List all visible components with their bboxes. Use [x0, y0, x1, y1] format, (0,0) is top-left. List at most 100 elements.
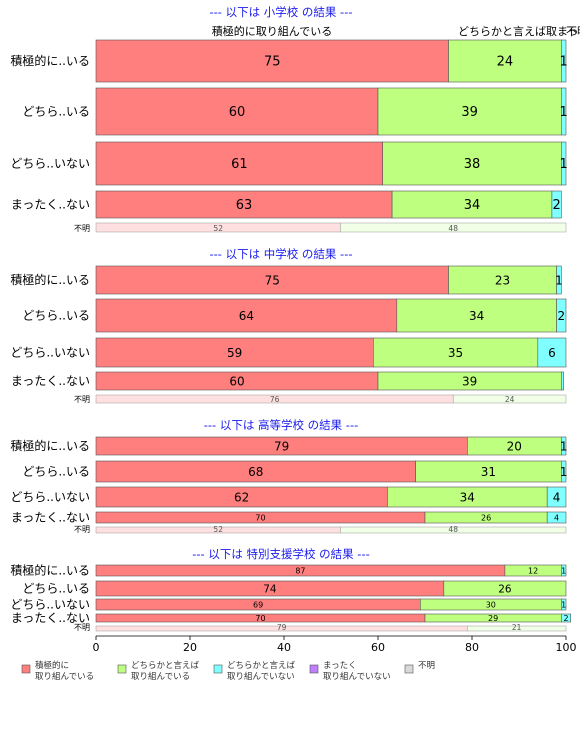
bar-segment	[448, 265, 557, 295]
category-label: どちら..いない	[10, 598, 90, 612]
data-label: 75	[265, 273, 280, 287]
unknown-bar-segment	[452, 394, 567, 404]
data-label: 38	[464, 157, 481, 172]
data-label: 1	[561, 566, 566, 575]
data-label: 26	[481, 513, 491, 522]
data-label: 23	[495, 273, 510, 287]
legend-label: 取り組んでいる	[131, 671, 190, 682]
data-label: 34	[469, 309, 484, 323]
category-label: どちら..いる	[22, 309, 90, 323]
bar-segment	[537, 337, 567, 368]
bar-segment	[560, 460, 567, 483]
data-label: 59	[227, 346, 242, 360]
data-label: 34	[464, 198, 481, 213]
data-label: 29	[488, 614, 498, 623]
unknown-label: 不明	[74, 623, 90, 632]
data-label: 30	[486, 600, 496, 609]
bar-segment	[95, 141, 384, 186]
unknown-bar-segment	[467, 625, 567, 632]
category-label: まったく..ない	[11, 198, 90, 212]
category-label: どちら..いる	[22, 465, 90, 479]
bar-segment	[560, 564, 567, 577]
unknown-bar-segment	[340, 222, 567, 233]
data-label: 1	[560, 465, 568, 479]
bar-segment	[391, 190, 553, 219]
legend-label: 取り組んでいる	[35, 671, 94, 682]
legend-label: 取り組んでいない	[323, 671, 391, 682]
bar-segment	[95, 190, 393, 219]
bar-segment	[95, 337, 374, 368]
category-label: 積極的に..いる	[10, 438, 90, 453]
category-label: どちら..いない	[10, 157, 90, 171]
category-label: どちら..いない	[10, 346, 90, 360]
data-label: 1	[555, 273, 563, 287]
legend-swatch	[213, 664, 223, 674]
data-label: 2	[552, 198, 560, 213]
unknown-data-label: 48	[448, 224, 458, 233]
data-label: 60	[229, 374, 244, 388]
legend-label: どちらかと言えば	[131, 660, 200, 671]
unknown-bar-segment	[340, 526, 567, 534]
header-label-2: どちらかと言えば取	[458, 25, 557, 38]
bar-segment	[546, 511, 567, 524]
data-label: 4	[553, 490, 561, 504]
unknown-label: 不明	[74, 224, 90, 233]
bar-segment	[556, 298, 567, 333]
bar-segment	[560, 598, 567, 611]
legend-swatch	[309, 664, 319, 674]
bar-segment	[372, 337, 539, 368]
x-tick-label: 0	[93, 641, 100, 654]
data-label: 70	[255, 614, 265, 623]
data-label: 1	[560, 105, 568, 120]
data-label: 6	[548, 346, 556, 360]
x-tick-label: 80	[465, 641, 479, 654]
unknown-data-label: 24	[505, 395, 515, 404]
bar-segment	[95, 87, 379, 136]
data-label: 4	[554, 513, 559, 522]
data-label: 70	[255, 513, 265, 522]
data-label: 1	[560, 55, 568, 70]
data-label: 39	[461, 105, 478, 120]
data-label: 75	[264, 55, 281, 70]
legend-label: どちらかと言えば	[227, 660, 296, 671]
panel-title: --- 以下は 小学校 の結果 ---	[209, 5, 352, 19]
unknown-data-label: 52	[213, 224, 223, 233]
unknown-data-label: 52	[213, 525, 223, 534]
unknown-data-label: 79	[277, 623, 287, 632]
panel-title: --- 以下は 特別支援学校 の結果 ---	[192, 547, 370, 561]
x-tick-label: 100	[556, 641, 577, 654]
legend-swatch	[117, 664, 127, 674]
data-label: 69	[253, 600, 263, 609]
legend-swatch	[404, 664, 414, 674]
header-label-3: まっ	[557, 25, 579, 38]
bar-segment	[560, 371, 564, 391]
category-label: どちら..いない	[10, 490, 90, 504]
bar-segment	[443, 580, 567, 597]
data-label: 68	[248, 465, 263, 479]
bar-segment	[560, 613, 571, 623]
data-label: 87	[295, 566, 305, 575]
data-label: 60	[229, 105, 246, 120]
data-label: 64	[239, 309, 254, 323]
bar-segment	[546, 486, 567, 508]
data-label: 12	[528, 566, 538, 575]
data-label: 31	[481, 465, 496, 479]
bar-segment	[95, 265, 449, 295]
data-label: 24	[497, 55, 514, 70]
data-label: 20	[507, 439, 522, 453]
bar-segment	[382, 141, 562, 186]
legend-label: まったく	[323, 661, 357, 671]
x-tick-label: 60	[371, 641, 385, 654]
data-label: 1	[561, 600, 566, 609]
data-label: 1	[560, 439, 568, 453]
bar-segment	[560, 141, 567, 186]
data-label: 2	[563, 614, 568, 623]
category-label: 積極的に..いる	[10, 563, 90, 578]
data-label: 74	[263, 583, 277, 595]
header-label-1: 積極的に取り組んでいる	[212, 24, 332, 38]
category-label: まったく..ない	[11, 511, 90, 525]
bar-segment	[560, 39, 567, 83]
bar-segment	[560, 87, 567, 136]
legend-swatch	[21, 664, 31, 674]
